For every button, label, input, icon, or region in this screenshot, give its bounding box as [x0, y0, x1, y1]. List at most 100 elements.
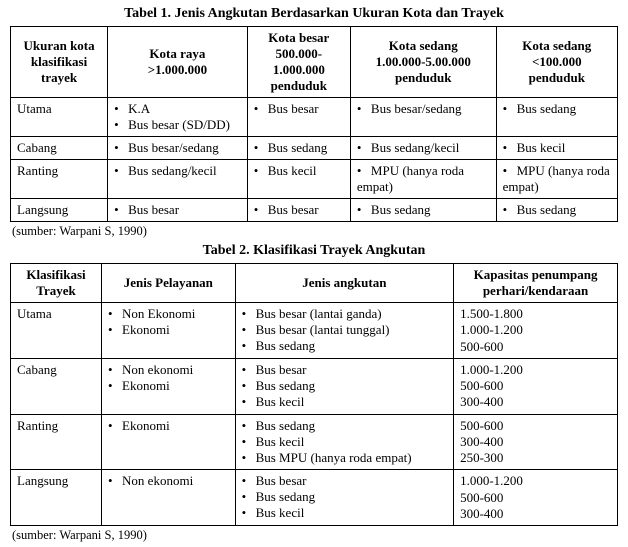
t1-h5: Kota sedang <100.000 penduduk: [496, 27, 617, 98]
cell-kapasitas: 1.000-1.200500-600300-400: [454, 358, 618, 414]
cell: Bus besar: [247, 199, 350, 222]
list-item: Bus sedang/kecil: [357, 140, 490, 156]
t1-h4: Kota sedang 1.00.000-5.00.000 penduduk: [350, 27, 496, 98]
cell-angkutan: Bus besar (lantai ganda)Bus besar (lanta…: [235, 303, 454, 359]
cell: MPU (hanya roda empat): [496, 160, 617, 199]
t1-h2-l1: Kota raya: [114, 46, 241, 62]
value-line: 500-600: [460, 378, 611, 394]
table1-title: Tabel 1. Jenis Angkutan Berdasarkan Ukur…: [10, 6, 618, 22]
list-item: Ekonomi: [108, 378, 229, 394]
value-line: 500-600: [460, 339, 611, 355]
table1-source: (sumber: Warpani S, 1990): [12, 224, 618, 239]
value-line: 1.000-1.200: [460, 473, 611, 489]
value-line: 1.000-1.200: [460, 362, 611, 378]
t2-h2: Jenis Pelayanan: [102, 264, 236, 303]
list-item: Bus sedang: [503, 202, 611, 218]
t1-h4-l1: Kota sedang: [357, 38, 490, 54]
list-item: Bus sedang: [242, 378, 448, 394]
list-item: Non ekonomi: [108, 362, 229, 378]
table2: Klasifikasi Trayek Jenis Pelayanan Jenis…: [10, 263, 618, 526]
t1-h4-l2: 1.00.000-5.00.000: [357, 54, 490, 70]
row-label: Ranting: [11, 414, 102, 470]
t1-h3-l1: Kota besar: [254, 30, 344, 46]
cell: Bus sedang: [247, 137, 350, 160]
cell-kapasitas: 500-600300-400250-300: [454, 414, 618, 470]
t2-h4-l2: perhari/kendaraan: [460, 283, 611, 299]
list-item: Bus kecil: [242, 434, 448, 450]
cell-angkutan: Bus sedangBus kecilBus MPU (hanya roda e…: [235, 414, 454, 470]
row-label: Langsung: [11, 199, 108, 222]
list-item: Bus sedang: [242, 338, 448, 354]
row-label: Utama: [11, 98, 108, 137]
cell: Bus besar/sedang: [350, 98, 496, 137]
list-item: Bus sedang/kecil: [114, 163, 241, 179]
list-item: Non Ekonomi: [108, 306, 229, 322]
list-item: Ekonomi: [108, 418, 229, 434]
t2-h1: Klasifikasi Trayek: [11, 264, 102, 303]
row-label: Cabang: [11, 358, 102, 414]
cell-kapasitas: 1.000-1.200500-600300-400: [454, 470, 618, 526]
value-line: 500-600: [460, 418, 611, 434]
t1-h3-l3: 1.000.000: [254, 62, 344, 78]
list-item: Bus besar: [114, 202, 241, 218]
cell: Bus kecil: [247, 160, 350, 199]
cell: K.ABus besar (SD/DD): [108, 98, 248, 137]
cell-angkutan: Bus besarBus sedangBus kecil: [235, 470, 454, 526]
table1: Ukuran kota klasifikasi trayek Kota raya…: [10, 26, 618, 222]
table-row: LangsungNon ekonomiBus besarBus sedangBu…: [11, 470, 618, 526]
cell: MPU (hanya roda empat): [350, 160, 496, 199]
table2-title: Tabel 2. Klasifikasi Trayek Angkutan: [10, 243, 618, 259]
list-item: Bus sedang: [242, 418, 448, 434]
row-label: Utama: [11, 303, 102, 359]
list-item: Bus kecil: [242, 394, 448, 410]
list-item: K.A: [114, 101, 241, 117]
list-item: Ekonomi: [108, 322, 229, 338]
cell: Bus kecil: [496, 137, 617, 160]
list-item: Bus besar: [242, 362, 448, 378]
t2-h4-l1: Kapasitas penumpang: [460, 267, 611, 283]
t1-h5-l2: <100.000: [503, 54, 611, 70]
table-row: Cabang Non ekonomiEkonomi Bus besarBus sed…: [11, 358, 618, 414]
list-item: Bus MPU (hanya roda empat): [242, 450, 448, 466]
row-label: Cabang: [11, 137, 108, 160]
list-item: Bus kecil: [254, 163, 344, 179]
t2-h1-l1: Klasifikasi: [17, 267, 95, 283]
cell: Bus besar: [108, 199, 248, 222]
list-item: Bus besar: [242, 473, 448, 489]
cell-pelayanan: Non EkonomiEkonomi: [102, 303, 236, 359]
t1-h2-l2: >1.000.000: [114, 62, 241, 78]
cell-angkutan: Bus besarBus sedangBus kecil: [235, 358, 454, 414]
table-row: RantingBus sedang/kecilBus kecilMPU (han…: [11, 160, 618, 199]
list-item: Bus kecil: [242, 505, 448, 521]
t1-h5-l1: Kota sedang: [503, 38, 611, 54]
value-line: 300-400: [460, 506, 611, 522]
t2-h4: Kapasitas penumpang perhari/kendaraan: [454, 264, 618, 303]
list-item: Non ekonomi: [108, 473, 229, 489]
table-row: CabangBus besar/sedangBus sedang Bus seda…: [11, 137, 618, 160]
list-item: Bus besar: [254, 202, 344, 218]
t1-h1: Ukuran kota klasifikasi trayek: [11, 27, 108, 98]
t2-body: UtamaNon EkonomiEkonomiBus besar (lantai…: [11, 303, 618, 526]
cell: Bus sedang/kecil: [350, 137, 496, 160]
t1-h3: Kota besar 500.000- 1.000.000 penduduk: [247, 27, 350, 98]
cell: Bus besar/sedang: [108, 137, 248, 160]
value-line: 300-400: [460, 434, 611, 450]
t2-h1-l2: Trayek: [17, 283, 95, 299]
cell-pelayanan: Ekonomi: [102, 414, 236, 470]
value-line: 250-300: [460, 450, 611, 466]
cell-kapasitas: 1.500-1.8001.000-1.200500-600: [454, 303, 618, 359]
table-row: UtamaNon EkonomiEkonomiBus besar (lantai…: [11, 303, 618, 359]
cell: Bus sedang: [350, 199, 496, 222]
cell: Bus besar: [247, 98, 350, 137]
t1-h4-l3: penduduk: [357, 70, 490, 86]
t1-body: UtamaK.ABus besar (SD/DD) Bus besar Bus be…: [11, 98, 618, 222]
table-row: Ranting Ekonomi Bus sedangBus kecilBus MPU…: [11, 414, 618, 470]
value-line: 300-400: [460, 394, 611, 410]
t1-h2: Kota raya >1.000.000: [108, 27, 248, 98]
value-line: 500-600: [460, 490, 611, 506]
cell-pelayanan: Non ekonomi: [102, 470, 236, 526]
list-item: Bus besar: [254, 101, 344, 117]
list-item: Bus besar (lantai tunggal): [242, 322, 448, 338]
t1-h1-l2: klasifikasi: [17, 54, 101, 70]
table2-source: (sumber: Warpani S, 1990): [12, 528, 618, 543]
